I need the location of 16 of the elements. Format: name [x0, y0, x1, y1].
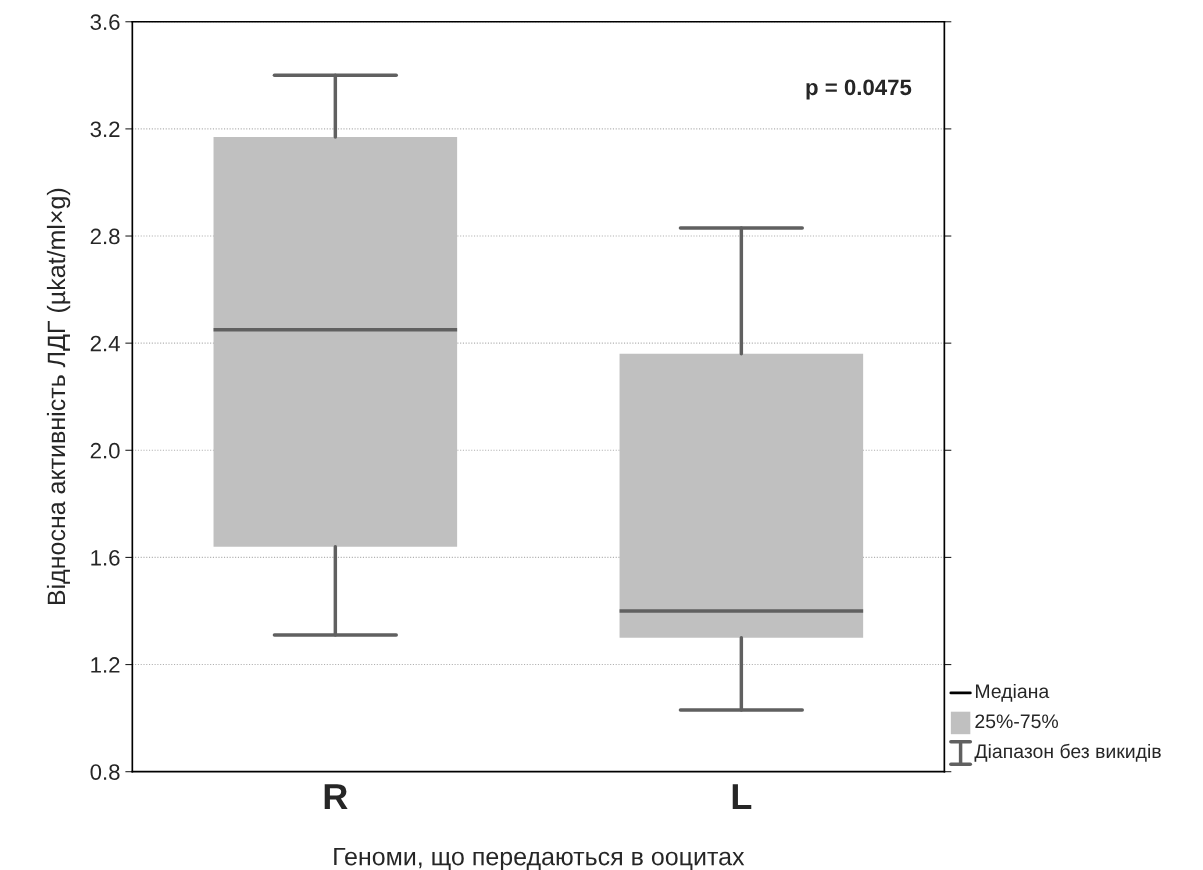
- x-axis-title: Геноми, що передаються в ооцитах: [334, 847, 745, 870]
- text: Діапазон без викидів: [974, 743, 1161, 762]
- x-tick-label: R: [324, 784, 348, 809]
- y-tick-label: 3.2: [90, 121, 120, 138]
- y-tick-label: 2.4: [90, 335, 120, 352]
- y-tick-label: 3.6: [90, 14, 120, 31]
- y-tick-label: 2.0: [90, 442, 120, 459]
- y-tick-label: 1.2: [91, 657, 120, 673]
- y-tick-label: 2.8: [90, 228, 120, 245]
- y-tick-label: 0.8: [90, 764, 120, 780]
- x-tick-label: L: [732, 784, 752, 809]
- annotation: p = 0.0475: [806, 79, 912, 100]
- y-axis-title: Відносна активність ЛДГ (µkat/ml×g): [46, 188, 71, 605]
- text: 25%-75%: [975, 714, 1059, 729]
- text: Медіана: [975, 683, 1050, 702]
- y-tick-label: 1.6: [91, 549, 120, 566]
